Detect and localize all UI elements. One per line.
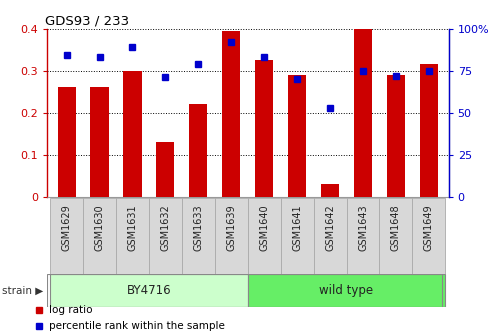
Text: log ratio: log ratio (49, 305, 93, 316)
Text: GDS93 / 233: GDS93 / 233 (45, 14, 129, 28)
Bar (50, 274, 248, 307)
Bar (222, 31, 240, 197)
Bar (248, 274, 445, 307)
Bar (149, 198, 182, 274)
Bar (215, 198, 248, 274)
Text: GSM1643: GSM1643 (358, 204, 368, 251)
Text: GSM1630: GSM1630 (95, 204, 105, 251)
Text: wild type: wild type (319, 284, 374, 297)
Bar (314, 198, 347, 274)
Bar (321, 184, 339, 197)
Bar (58, 87, 75, 197)
Bar (380, 198, 413, 274)
Text: GSM1633: GSM1633 (193, 204, 203, 251)
Bar (156, 142, 175, 197)
Text: GSM1640: GSM1640 (259, 204, 269, 251)
Bar (50, 198, 83, 274)
Bar (387, 75, 405, 197)
Bar (91, 87, 108, 197)
Text: GSM1639: GSM1639 (226, 204, 236, 251)
Text: GSM1632: GSM1632 (160, 204, 171, 251)
Bar (83, 198, 116, 274)
Text: percentile rank within the sample: percentile rank within the sample (49, 321, 225, 331)
Bar (354, 29, 372, 197)
Bar (255, 60, 273, 197)
Bar (347, 198, 380, 274)
Text: GSM1648: GSM1648 (391, 204, 401, 251)
Bar (413, 198, 445, 274)
Text: GSM1631: GSM1631 (128, 204, 138, 251)
Text: GSM1629: GSM1629 (62, 204, 71, 251)
Bar (248, 198, 281, 274)
Text: strain ▶: strain ▶ (2, 286, 44, 296)
Text: BY4716: BY4716 (127, 284, 171, 297)
Text: GSM1641: GSM1641 (292, 204, 302, 251)
Bar (288, 75, 306, 197)
Bar (116, 198, 149, 274)
Text: GSM1649: GSM1649 (424, 204, 434, 251)
Bar (123, 71, 141, 197)
Bar (189, 104, 208, 197)
Text: GSM1642: GSM1642 (325, 204, 335, 251)
Bar (281, 198, 314, 274)
Bar (182, 198, 215, 274)
Bar (420, 64, 438, 197)
